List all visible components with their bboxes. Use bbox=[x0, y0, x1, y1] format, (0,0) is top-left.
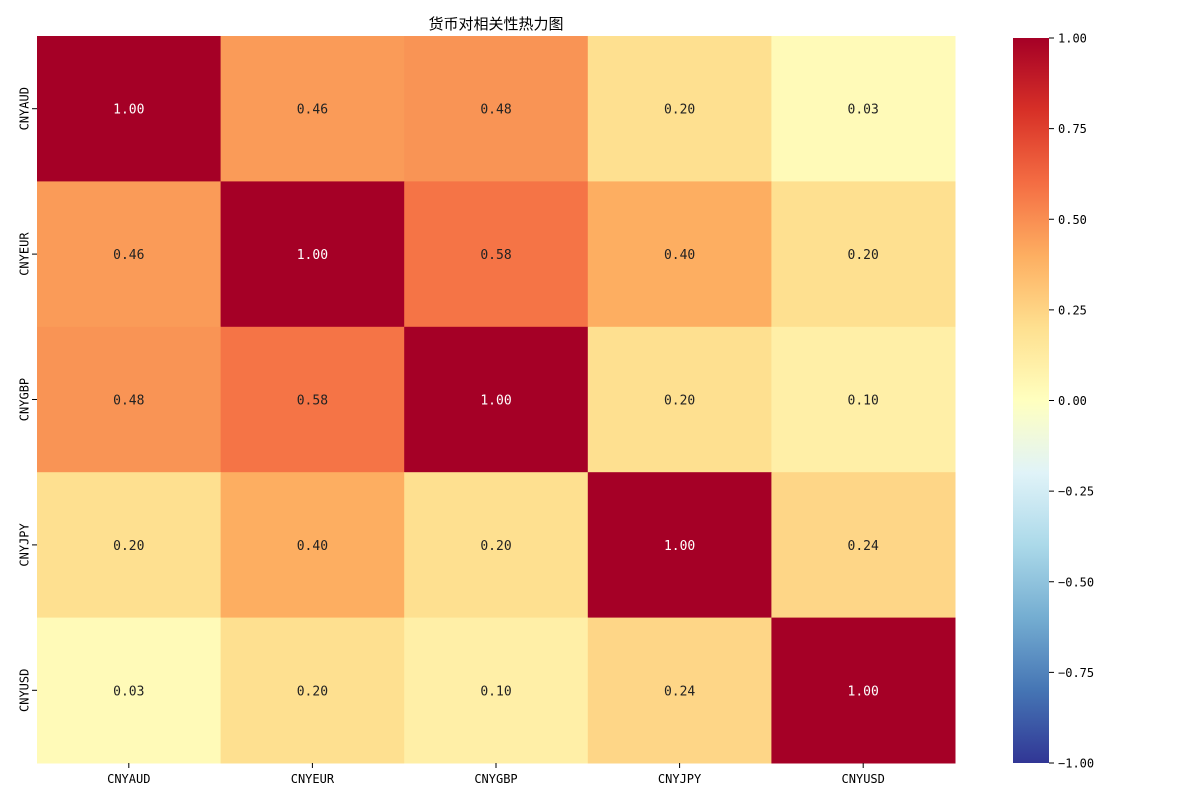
heatmap-cell bbox=[404, 181, 589, 328]
heatmap-cell bbox=[37, 472, 222, 619]
heatmap-cell-label: 0.20 bbox=[113, 539, 144, 554]
heatmap-cell bbox=[37, 36, 222, 182]
heatmap-cell bbox=[220, 326, 405, 473]
heatmap-cell-label: 0.20 bbox=[480, 539, 511, 554]
x-axis: CNYAUD CNYEUR CNYGBP CNYJPY CNYUSD bbox=[107, 763, 885, 786]
y-tick-label: CNYEUR bbox=[18, 232, 32, 276]
heatmap-cell-label: 0.20 bbox=[297, 684, 328, 699]
heatmap-cell bbox=[37, 617, 222, 764]
heatmap-cell-label: 1.00 bbox=[664, 539, 695, 554]
heatmap-cell bbox=[404, 36, 589, 182]
heatmap-cell-label: 1.00 bbox=[113, 103, 144, 118]
colorbar-tick-label: −0.50 bbox=[1058, 575, 1094, 589]
heatmap-cell-label: 0.20 bbox=[664, 103, 695, 118]
heatmap-cell bbox=[37, 181, 222, 328]
x-tick-label: CNYUSD bbox=[842, 772, 885, 786]
heatmap-cell-label: 0.48 bbox=[113, 394, 144, 409]
heatmap-cells bbox=[37, 36, 956, 764]
heatmap-cell-label: 1.00 bbox=[848, 684, 879, 699]
heatmap-cell bbox=[404, 617, 589, 764]
heatmap-cell-label: 0.03 bbox=[113, 684, 144, 699]
y-tick-label: CNYUSD bbox=[18, 669, 32, 712]
chart-title: 货币对相关性热力图 bbox=[428, 15, 563, 33]
colorbar-tick-label: 0.75 bbox=[1058, 122, 1087, 136]
heatmap-cell-label: 0.46 bbox=[297, 103, 328, 118]
heatmap-cell bbox=[771, 326, 956, 473]
heatmap-cell bbox=[37, 326, 222, 473]
colorbar-gradient bbox=[1013, 38, 1049, 763]
colorbar-tick-label: 0.00 bbox=[1058, 394, 1087, 408]
heatmap-cell-label: 0.40 bbox=[664, 248, 695, 263]
heatmap-cell-labels: 1.00 0.46 0.48 0.20 0.03 0.46 1.00 0.58 0.40 0.20… bbox=[113, 103, 879, 700]
heatmap-cell-label: 1.00 bbox=[297, 248, 328, 263]
heatmap-cell bbox=[587, 326, 772, 473]
heatmap-cell-label: 0.58 bbox=[480, 248, 511, 263]
x-tick-label: CNYEUR bbox=[291, 772, 335, 786]
heatmap-cell bbox=[404, 472, 589, 619]
colorbar-tick-label: −0.25 bbox=[1058, 485, 1094, 499]
y-tick-label: CNYGBP bbox=[18, 378, 32, 421]
x-tick-label: CNYJPY bbox=[658, 772, 702, 786]
heatmap-cell-label: 0.40 bbox=[297, 539, 328, 554]
heatmap-cell bbox=[771, 617, 956, 764]
heatmap-cell-label: 0.46 bbox=[113, 248, 144, 263]
heatmap-cell-label: 0.10 bbox=[480, 684, 511, 699]
heatmap-cell bbox=[404, 326, 589, 473]
heatmap-cell bbox=[771, 472, 956, 619]
heatmap-cell bbox=[220, 472, 405, 619]
colorbar-tick-label: 0.50 bbox=[1058, 213, 1087, 227]
colorbar: 1.00 0.75 0.50 0.25 0.00 −0.25 −0.50 −0.75 −1.00 bbox=[1013, 32, 1094, 771]
x-tick-label: CNYAUD bbox=[107, 772, 150, 786]
heatmap-cell-label: 1.00 bbox=[480, 394, 511, 409]
heatmap-cell bbox=[587, 472, 772, 619]
colorbar-tick-label: 0.25 bbox=[1058, 303, 1087, 317]
heatmap-cell-label: 0.20 bbox=[848, 248, 879, 263]
heatmap-cell bbox=[771, 181, 956, 328]
heatmap-cell-label: 0.24 bbox=[664, 684, 695, 699]
heatmap-cell-label: 0.48 bbox=[480, 103, 511, 118]
heatmap-cell-label: 0.03 bbox=[848, 103, 879, 118]
heatmap-cell bbox=[220, 617, 405, 764]
colorbar-tick-label: 1.00 bbox=[1058, 32, 1087, 46]
y-axis: CNYAUD CNYEUR CNYGBP CNYJPY CNYUSD bbox=[18, 87, 37, 712]
heatmap-cell bbox=[587, 36, 772, 182]
heatmap-cell bbox=[220, 36, 405, 182]
heatmap-cell-label: 0.10 bbox=[848, 394, 879, 409]
heatmap-cell bbox=[587, 181, 772, 328]
heatmap-cell-label: 0.58 bbox=[297, 394, 328, 409]
heatmap-cell-label: 0.24 bbox=[848, 539, 879, 554]
heatmap-cell bbox=[587, 617, 772, 764]
colorbar-tick-label: −1.00 bbox=[1058, 757, 1094, 771]
y-tick-label: CNYJPY bbox=[18, 522, 32, 566]
colorbar-tick-label: −0.75 bbox=[1058, 666, 1094, 680]
x-tick-label: CNYGBP bbox=[474, 772, 517, 786]
heatmap-cell-label: 0.20 bbox=[664, 394, 695, 409]
heatmap-cell bbox=[220, 181, 405, 328]
y-tick-label: CNYAUD bbox=[18, 87, 32, 130]
heatmap-cell bbox=[771, 36, 956, 182]
